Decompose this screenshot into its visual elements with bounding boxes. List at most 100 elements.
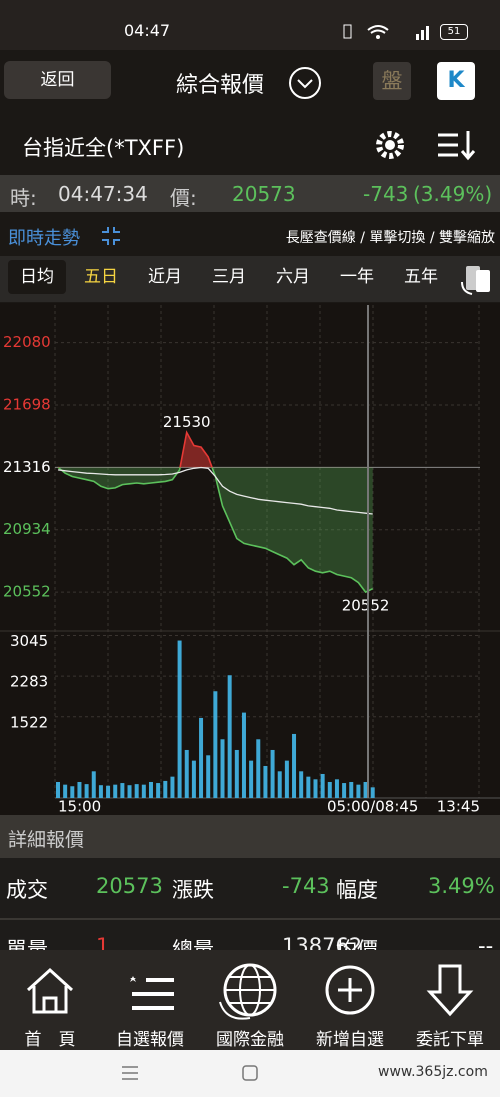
volume-bar — [213, 691, 218, 798]
detail-table: 成交 20573 漲跌 -743 幅度 3.49% 單量 1 總量 138762 均價 -- — [0, 858, 500, 950]
volume-bar — [163, 780, 168, 798]
detail-value: 1 — [96, 934, 110, 950]
dropdown-icon[interactable] — [287, 65, 323, 101]
symbol-row: 台指近全(*TXFF) — [0, 112, 500, 175]
x-tick-label: 05:00/08:45 — [327, 798, 419, 816]
detail-label: 總量 — [172, 938, 214, 950]
volume-bar — [334, 779, 339, 798]
price-label: 價: — [170, 186, 197, 210]
trend-hint: 長壓查價線 / 單擊切換 / 雙擊縮放 — [285, 230, 495, 246]
tab[interactable]: 一年 — [340, 267, 374, 287]
volume-bar — [177, 640, 182, 798]
y-tick-label: 22080 — [3, 333, 51, 351]
pan-button[interactable]: 盤 — [373, 62, 411, 100]
quote-percent: (3.49%) — [413, 182, 493, 206]
system-nav: www.365jz.com — [0, 1050, 500, 1097]
volume-bar — [199, 717, 204, 798]
system-buttons[interactable] — [0, 1050, 360, 1097]
volume-bar — [170, 776, 175, 798]
clock: 04:47 — [124, 21, 171, 40]
volume-bar — [241, 712, 246, 798]
y-tick-label: 21698 — [3, 395, 51, 413]
volume-bar — [184, 749, 189, 798]
y-tick-label: 21316 — [3, 458, 51, 476]
detail-value: -- — [478, 934, 494, 950]
volume-bar — [70, 786, 75, 798]
trend-bar: 即時走勢 長壓查價線 / 單擊切換 / 雙擊縮放 — [0, 212, 500, 256]
volume-bar — [299, 771, 304, 798]
volume-bar — [63, 784, 68, 798]
bottom-nav: 首 頁 自選報價 國際金融 新增自選 委託下單 — [0, 950, 500, 1050]
nav-label[interactable]: 國際金融 — [216, 1030, 284, 1050]
tab[interactable]: 五日 — [84, 267, 118, 287]
tab[interactable]: 五年 — [404, 267, 438, 287]
quote-bar: 時: 04:47:34 價: 20573 -743 (3.49%) — [0, 175, 500, 212]
chart: 22080 21698 21316 20934 20552 21530 20552 3045 2… — [0, 303, 500, 815]
volume-bar — [349, 781, 354, 798]
collapse-icon[interactable] — [100, 226, 122, 246]
volume-bar — [98, 785, 103, 798]
header-title[interactable]: 綜合報價 — [176, 73, 265, 98]
y-tick-label: 20552 — [3, 583, 51, 601]
nav-icons — [26, 963, 474, 1020]
quote-price: 20573 — [232, 182, 296, 206]
quote-time: 04:47:34 — [58, 182, 148, 206]
detail-label: 均價 — [336, 938, 378, 950]
volume-bar — [148, 781, 153, 798]
detail-value: 138762 — [282, 934, 363, 950]
volume-bar — [106, 785, 111, 798]
y-tick-label: 2283 — [10, 673, 48, 691]
row-separator — [0, 918, 500, 920]
detail-value: 20573 — [96, 874, 163, 898]
tab[interactable]: 近月 — [148, 267, 182, 287]
volume-bar — [306, 776, 311, 798]
battery: 51 — [440, 24, 468, 40]
y-tick-label: 1522 — [10, 713, 48, 731]
nav-label[interactable]: 新增自選 — [316, 1030, 384, 1050]
volume-bar — [320, 773, 325, 798]
chart-background — [0, 303, 500, 815]
quote-change: -743 — [363, 182, 409, 206]
volume-bar — [277, 771, 282, 798]
volume-bar — [77, 781, 82, 798]
volume-bar — [56, 781, 60, 798]
volume-bar — [270, 749, 275, 798]
trend-title[interactable]: 即時走勢 — [8, 228, 80, 249]
nav-label[interactable]: 委託下單 — [416, 1030, 484, 1050]
detail-label: 幅度 — [336, 878, 378, 902]
volume-bar — [206, 755, 211, 798]
detail-label: 成交 — [6, 878, 48, 902]
volume-bar — [284, 760, 289, 798]
rotate-icon[interactable] — [458, 262, 498, 296]
volume-bar — [113, 784, 118, 798]
volume-bar — [227, 675, 232, 798]
nav-label[interactable]: 自選報價 — [116, 1030, 184, 1050]
symbol: 台指近全(*TXFF) — [22, 136, 185, 160]
y-tick-label: 3045 — [10, 632, 48, 650]
nav-label[interactable]: 首 頁 — [24, 1030, 76, 1050]
volume-bar — [234, 749, 239, 798]
volume-bar — [134, 784, 139, 798]
max-label: 21530 — [163, 413, 211, 431]
area-up — [58, 432, 213, 468]
volume-bar — [91, 771, 96, 798]
volume-bar — [127, 785, 132, 798]
volume-bar — [191, 760, 196, 798]
volume-bar — [370, 787, 375, 798]
tab[interactable]: 日均 — [8, 260, 66, 294]
volume-bar — [220, 739, 225, 798]
area-down — [58, 467, 373, 593]
volume-bar — [292, 733, 297, 798]
volume-bar — [84, 784, 89, 798]
volume-bar — [141, 784, 146, 798]
k-button[interactable]: K — [437, 62, 475, 100]
tab[interactable]: 六月 — [276, 267, 310, 287]
min-label: 20552 — [342, 597, 390, 615]
volume-bar — [249, 760, 254, 798]
y-tick-label: 20934 — [3, 520, 51, 538]
back-button[interactable]: 返回 — [4, 61, 111, 99]
toolbar-icons[interactable] — [372, 127, 482, 163]
detail-header: 詳細報價 — [0, 815, 500, 858]
tab[interactable]: 三月 — [212, 267, 246, 287]
